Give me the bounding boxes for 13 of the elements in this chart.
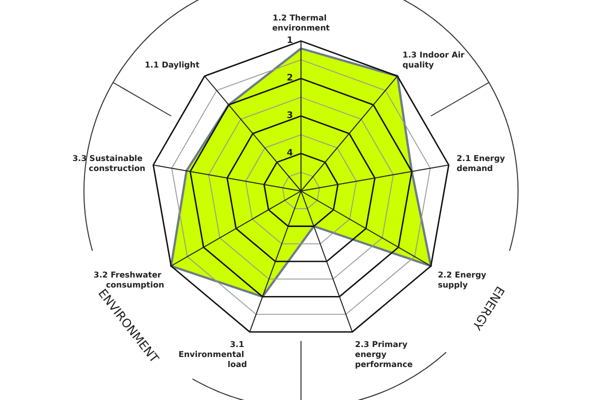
y-tick-label: 4 [286,148,293,158]
y-tick-label: 3 [286,111,293,121]
spoke-label: 1.2 Thermal environment [272,14,330,32]
spoke-label: 3.2 Freshwater consumption [94,270,164,290]
y-tick-label: 2 [286,74,293,84]
spoke-label: 3.1 Environmental load [178,340,248,369]
spoke-label: 3.3 Sustainable construction [72,154,146,174]
spoke-label: 2.2 Energy supply [438,270,490,290]
spoke-label: 1.1 Daylight [144,60,200,70]
spoke-label: 2.1 Energy demand [456,154,508,174]
y-tick-label: 1 [286,36,293,46]
spoke-label: 2.3 Primary energy performance [355,340,414,369]
spoke-label: 1.3 Indoor Air quality [402,50,468,70]
